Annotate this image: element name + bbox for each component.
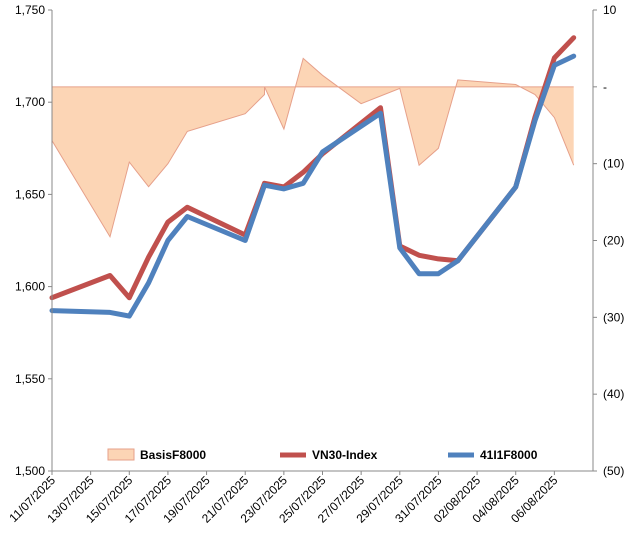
chart: 1,500 1,550 1,600 1,650 1,700 1,750 10 - (10) (20… xyxy=(0,0,641,548)
right-tick-label: (50) xyxy=(603,464,624,478)
right-tick-label: 10 xyxy=(603,3,617,17)
right-tick-label: (20) xyxy=(603,234,624,248)
right-tick-label: - xyxy=(603,80,607,94)
left-tick-label: 1,600 xyxy=(15,280,45,294)
left-tick-label: 1,500 xyxy=(15,464,45,478)
left-tick-label: 1,650 xyxy=(15,187,45,201)
legend-label: BasisF8000 xyxy=(140,448,206,462)
legend-swatch-basis xyxy=(108,449,134,460)
chart-canvas: 1,500 1,550 1,600 1,650 1,700 1,750 10 - (10) (20… xyxy=(0,0,641,548)
legend-label: VN30-Index xyxy=(312,448,378,462)
left-tick-label: 1,550 xyxy=(15,372,45,386)
right-tick-label: (40) xyxy=(603,387,624,401)
right-tick-label: (10) xyxy=(603,157,624,171)
left-tick-label: 1,750 xyxy=(15,3,45,17)
left-tick-label: 1,700 xyxy=(15,95,45,109)
right-tick-label: (30) xyxy=(603,310,624,324)
legend: BasisF8000 VN30-Index 41I1F8000 xyxy=(108,448,538,462)
legend-label: 41I1F8000 xyxy=(480,448,538,462)
